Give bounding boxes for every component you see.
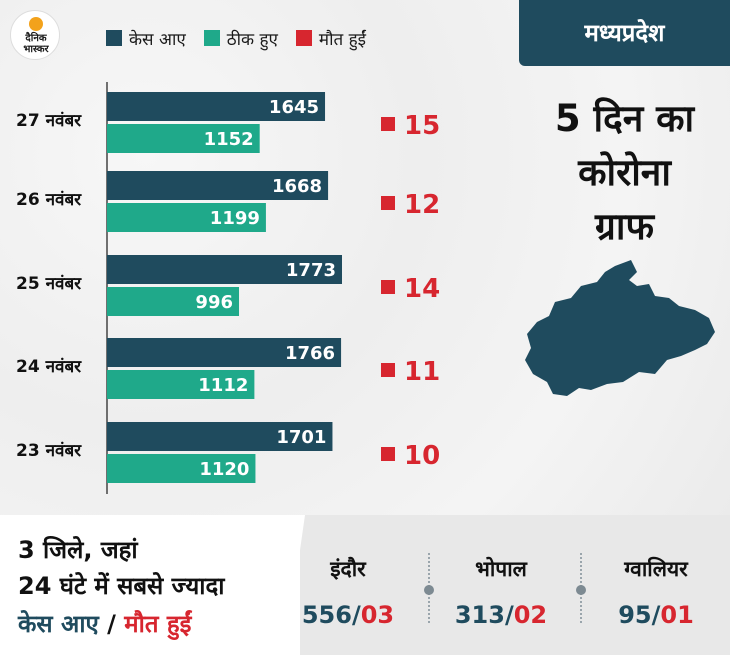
bar-cases	[107, 171, 329, 200]
bar-label-cases: 1645	[269, 97, 319, 118]
legend-item-recovered: ठीक हुए	[203, 27, 278, 50]
death-marker	[381, 447, 395, 461]
category-label: 23 नवंबर	[16, 441, 82, 461]
legend-swatch-cases	[106, 30, 122, 46]
region-banner: मध्यप्रदेश	[519, 0, 730, 66]
subheading-cases: केस आए	[18, 610, 99, 638]
district-heading-line-2: 24 घंटे में सबसे ज्यादा	[18, 572, 225, 600]
death-value: 12	[404, 190, 440, 220]
legend-swatch-recovered	[203, 30, 220, 46]
city-deaths-bhopal: 02	[513, 601, 548, 629]
region-panel: मध्यप्रदेश 5 दिन का कोरोना ग्राफ	[519, 0, 730, 515]
legend-label-cases: केस आए	[129, 29, 186, 50]
city-deaths-gwalior: 01	[660, 601, 694, 629]
bar-chart: 27 नवंबर 1645 1152 15 26 नवंबर 1668 1199 12 25 न…	[16, 82, 440, 494]
district-subheading: केस आए / मौत हुईं	[18, 607, 191, 640]
bar-recovered	[107, 203, 266, 232]
city-value-gwalior: 95/01	[586, 601, 726, 629]
city-name-gwalior: ग्वालियर	[624, 557, 688, 581]
city-value-bhopal: 313/02	[431, 601, 571, 629]
bar-cases	[107, 338, 342, 367]
headline-line-2: कोरोना	[578, 151, 671, 194]
heading-box-edge	[285, 515, 305, 655]
brand-logo: दैनिक भास्कर	[10, 10, 60, 60]
bar-label-cases: 1766	[285, 343, 335, 364]
district-strip: 3 जिले, जहां 24 घंटे में सबसे ज्यादा केस…	[0, 515, 730, 655]
bar-cases	[107, 92, 326, 121]
death-value: 14	[404, 274, 440, 304]
headline-line-3: ग्राफ	[595, 205, 654, 248]
headline-line-1: 5 दिन का	[554, 97, 695, 140]
category-label: 24 नवंबर	[16, 357, 82, 377]
subheading-separator: /	[98, 610, 125, 638]
city-value-indore: 556/03	[278, 601, 418, 629]
category-label: 25 नवंबर	[16, 274, 82, 294]
bar-label-recovered: 1112	[198, 375, 248, 396]
city-sep-gwalior: /	[651, 601, 661, 629]
sun-icon	[29, 17, 43, 31]
bar-recovered	[107, 287, 240, 316]
bar-label-recovered: 996	[195, 292, 233, 313]
death-marker	[381, 117, 395, 131]
city-sep-indore: /	[351, 601, 361, 629]
district-heading-line-1: 3 जिले, जहां	[18, 536, 138, 564]
death-marker	[381, 196, 395, 210]
city-name-bhopal: भोपाल	[475, 557, 527, 581]
category-label: 27 नवंबर	[16, 111, 82, 131]
bar-label-cases: 1668	[272, 176, 322, 197]
legend-label-recovered: ठीक हुए	[226, 29, 278, 50]
death-marker	[381, 280, 395, 294]
bar-label-recovered: 1199	[210, 208, 260, 229]
city-cases-indore: 556	[301, 601, 352, 629]
brand-logo-text: दैनिक भास्कर	[23, 33, 49, 55]
chart-legend: केस आए ठीक हुए मौत हुईं	[92, 20, 449, 56]
bar-cases	[107, 422, 333, 451]
subheading-deaths: मौत हुईं	[124, 610, 192, 638]
bar-recovered	[107, 370, 255, 399]
city-name-indore: इंदौर	[330, 557, 366, 581]
city-sep-bhopal: /	[504, 601, 514, 629]
death-marker	[381, 363, 395, 377]
category-label: 26 नवंबर	[16, 190, 82, 210]
legend-item-deaths: मौत हुईं	[295, 27, 366, 50]
region-name: मध्यप्रदेश	[584, 19, 665, 47]
bar-cases	[107, 255, 342, 284]
legend-swatch-deaths	[295, 30, 312, 46]
separator-dot-2	[576, 585, 586, 595]
district-heading-box: 3 जिले, जहां 24 घंटे में सबसे ज्यादा केस…	[0, 515, 300, 655]
bar-label-recovered: 1120	[199, 459, 249, 480]
bar-recovered	[107, 124, 260, 153]
city-cases-bhopal: 313	[454, 601, 505, 629]
death-value: 15	[404, 111, 440, 141]
death-value: 11	[404, 357, 440, 387]
legend-item-cases: केस आए	[106, 27, 186, 50]
bar-recovered	[107, 454, 256, 483]
madhya-pradesh-map	[525, 260, 715, 396]
city-cases-gwalior: 95	[618, 601, 652, 629]
legend-label-deaths: मौत हुईं	[318, 29, 366, 50]
bar-label-recovered: 1152	[204, 129, 254, 150]
death-value: 10	[404, 441, 440, 471]
bar-label-cases: 1773	[286, 260, 336, 281]
separator-dot-1	[424, 585, 434, 595]
bar-label-cases: 1701	[276, 427, 326, 448]
panel-headline: 5 दिन का कोरोना ग्राफ	[519, 92, 730, 254]
city-deaths-indore: 03	[360, 601, 395, 629]
